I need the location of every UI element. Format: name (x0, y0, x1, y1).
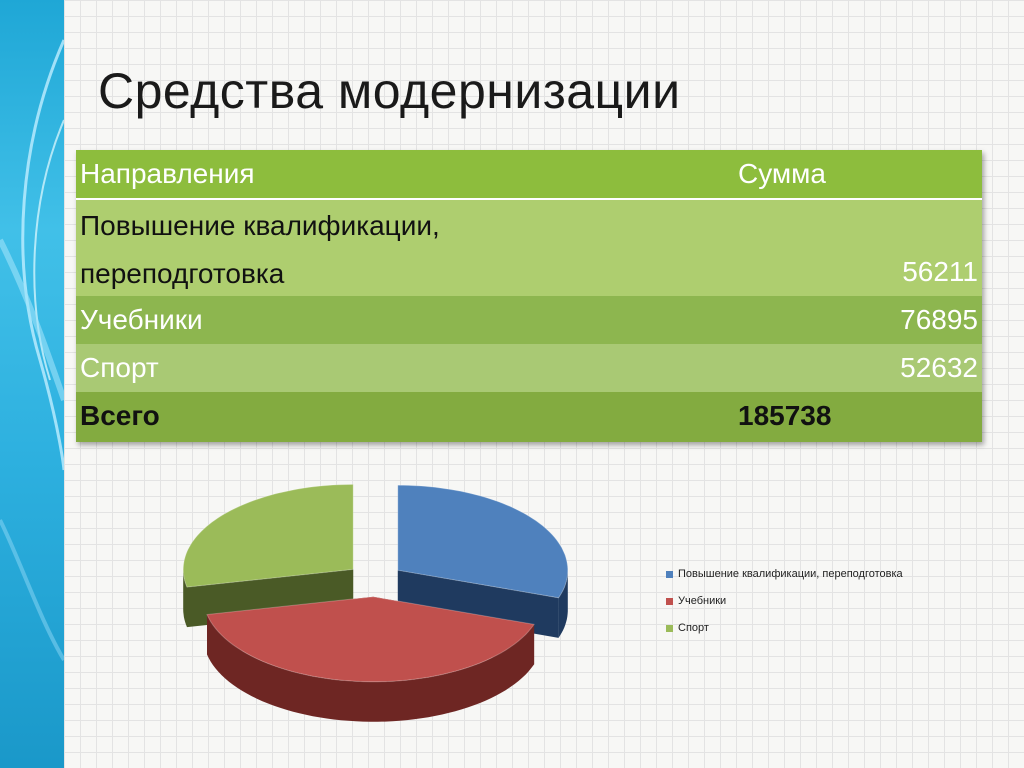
legend-label: Спорт (678, 622, 709, 634)
table-row: Учебники 76895 (76, 296, 982, 344)
legend-swatch (666, 625, 673, 632)
row-name: Спорт (80, 352, 159, 383)
chart-legend: Повышение квалификации, переподготовка Уч… (666, 568, 903, 649)
legend-item: Учебники (666, 595, 903, 622)
header-direction: Направления (80, 158, 255, 189)
row-value: 52632 (900, 352, 978, 383)
pie-chart (182, 483, 569, 722)
row-name: Учебники (80, 304, 203, 335)
row-name: Повышение квалификации, переподготовка (80, 210, 440, 289)
table-total-row: Всего 185738 (76, 392, 982, 442)
legend-label: Учебники (678, 595, 727, 607)
pie-slice-3-top (182, 483, 354, 588)
table-row: Повышение квалификации, переподготовка 5… (76, 200, 982, 296)
pie-slice-3-side (183, 569, 187, 628)
header-sum: Сумма (738, 158, 826, 189)
data-table: Направления Сумма Повышение квалификации… (76, 150, 982, 442)
pie-slice-1-side (558, 568, 568, 638)
row-value: 56211 (902, 256, 978, 287)
legend-swatch (666, 571, 673, 578)
pie-slice-1-cut-face (397, 570, 559, 638)
row-value: 76895 (900, 304, 978, 335)
total-label: Всего (80, 400, 160, 431)
pie-slice-2 (206, 596, 535, 722)
legend-item: Повышение квалификации, переподготовка (666, 568, 903, 595)
pie-slice-1 (397, 484, 569, 638)
legend-swatch (666, 598, 673, 605)
pie-slice-2-side (207, 614, 535, 722)
legend-label: Повышение квалификации, переподготовка (678, 568, 903, 580)
pie-slice-1-top (397, 484, 569, 599)
total-value: 185738 (738, 400, 832, 431)
slide-title: Средства модернизации (98, 63, 681, 119)
legend-item: Спорт (666, 622, 903, 649)
table-row: Спорт 52632 (76, 344, 982, 392)
table-header-row: Направления Сумма (76, 150, 982, 200)
decorative-side-band (0, 0, 64, 768)
pie-slice-2-top (206, 596, 535, 683)
